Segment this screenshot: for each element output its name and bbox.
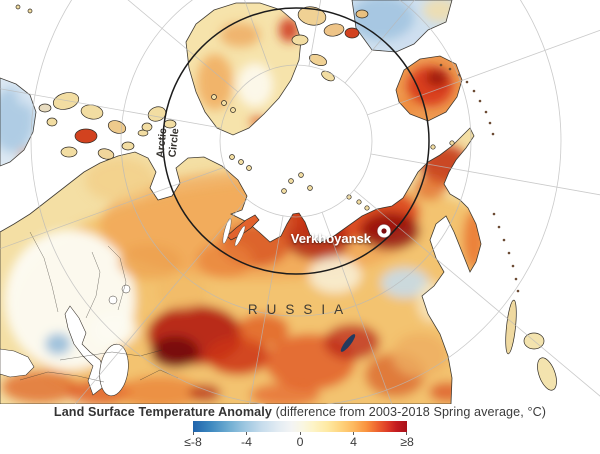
colorbar-tick-label: ≤-8 [184,435,202,449]
baltic-sea [64,305,107,396]
aleutian-islands-chain [439,63,495,136]
colorbar-tick-label: 0 [296,435,304,449]
legend-title-bold: Land Surface Temperature Anomaly [53,405,272,419]
legend: Land Surface Temperature Anomaly (differ… [0,404,600,454]
island-honshu [537,357,557,391]
colorbar [193,421,407,432]
yenisei-gulf [234,225,246,247]
colorbar-tickmark [193,432,194,435]
small-islands [15,4,557,391]
island-sakhalin [505,299,517,355]
colorbar-tick-label: 4 [350,435,357,449]
colorbar-tickmark [353,432,354,435]
caspian-sea [99,343,129,397]
seas-and-lakes [0,218,356,397]
arctic-circle-label-line2: Circle [166,128,181,158]
marker-center [381,228,387,234]
lake-ladoga [108,295,118,305]
colorbar-tickmark [300,432,301,435]
arctic-circle-label-line1: Arctic [154,127,169,158]
colorbar-wrap: ≤-8 -4 0 4 ≥8 [184,421,414,451]
country-label-russia: RUSSIA [248,302,352,317]
legend-title: Land Surface Temperature Anomaly (differ… [0,405,600,419]
kuril-islands-chain [492,212,520,293]
colorbar-tick-label: -4 [241,435,252,449]
arctic-circle-line [162,7,430,275]
city-label-verkhoyansk: Verkhoyansk [291,231,372,246]
arctic-circle-label: Arctic Circle [154,125,181,160]
lake-baikal [340,334,356,352]
lake-onega [121,284,131,294]
legend-title-rest: (difference from 2003-2018 Spring averag… [271,405,547,419]
colorbar-tick-label: ≥8 [400,435,414,449]
colorbar-tickmark [246,432,247,435]
black-sea [0,348,35,378]
verkhoyansk-marker [376,223,392,239]
colorbar-tickmark [406,432,407,435]
